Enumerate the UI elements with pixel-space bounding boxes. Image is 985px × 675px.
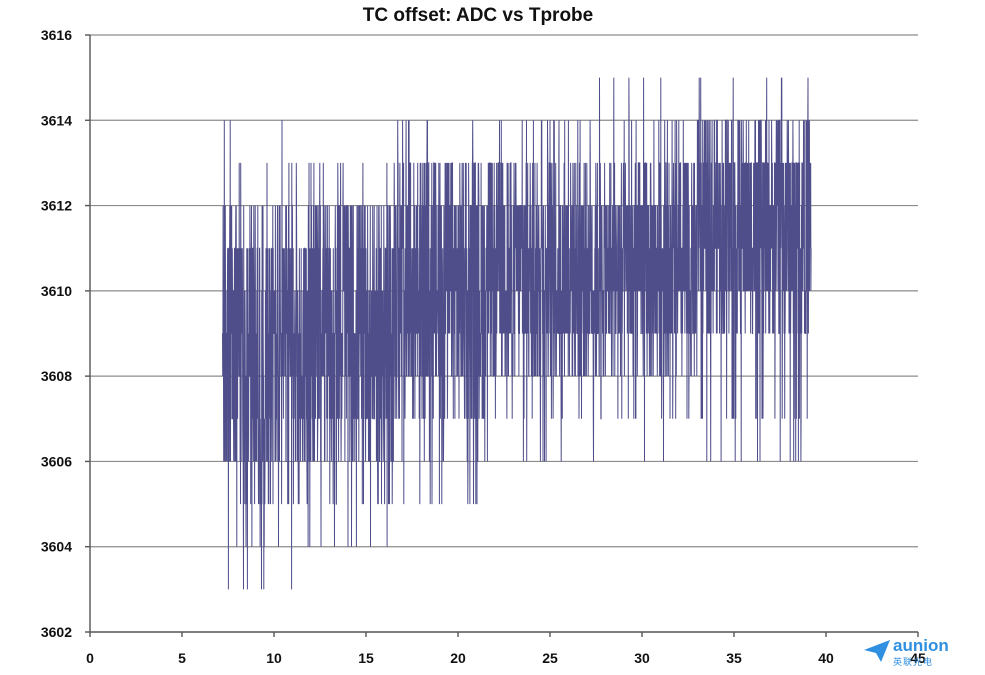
x-tick-label: 45 [910,650,926,666]
x-tick-label: 0 [86,650,94,666]
x-tick-label: 40 [818,650,834,666]
axes [89,35,918,633]
watermark-name: aunion [893,636,949,655]
x-tick-label: 25 [542,650,558,666]
y-tick-label: 3614 [41,112,72,128]
x-tick-label: 20 [450,650,466,666]
series-line [222,77,812,590]
watermark-subtitle: 英联光电 [893,658,934,668]
x-tick-label: 15 [358,650,374,666]
y-tick-label: 3606 [41,453,72,469]
chart-title: TC offset: ADC vs Tprobe [363,5,593,26]
x-tick-label: 10 [266,650,282,666]
paper-plane-icon [864,640,890,662]
y-tick-label: 3602 [41,624,72,640]
x-tick-label: 5 [178,650,186,666]
x-tick-label: 30 [634,650,650,666]
y-tick-label: 3616 [41,27,72,43]
y-tick-label: 3612 [41,198,72,214]
y-tick-label: 3608 [41,368,72,384]
y-tick-labels: 3602 3604 3606 3608 3610 3612 3614 3616 [41,27,90,640]
y-tick-label: 3604 [41,539,72,555]
y-tick-label: 3610 [41,283,72,299]
series-adc [222,77,812,590]
x-tick-labels: 0 5 10 15 20 25 30 35 40 45 [86,632,926,666]
watermark-logo: aunion 英联光电 [863,634,973,670]
x-tick-label: 35 [726,650,742,666]
